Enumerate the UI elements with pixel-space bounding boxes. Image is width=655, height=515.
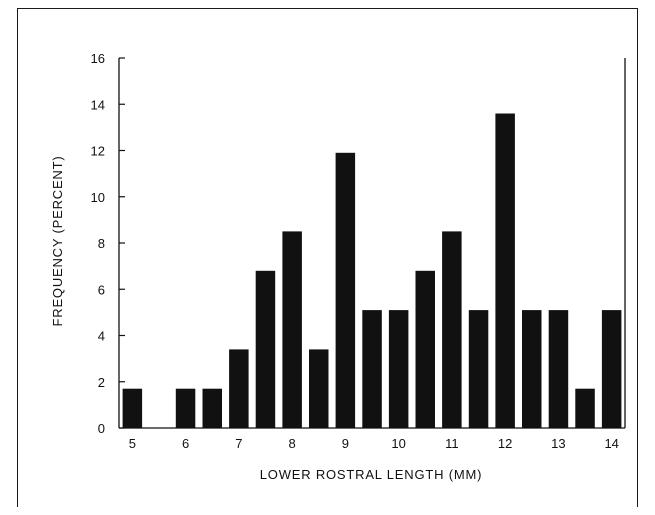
histogram-bar — [309, 349, 329, 428]
histogram-bar — [575, 388, 595, 428]
histogram-bar — [202, 388, 222, 428]
x-tick-label: 11 — [445, 436, 459, 451]
x-tick-label: 6 — [182, 436, 189, 451]
x-tick-label: 10 — [391, 436, 405, 451]
y-tick-label: 4 — [98, 329, 105, 344]
y-tick-label: 0 — [98, 421, 105, 436]
x-tick-label: 12 — [498, 436, 512, 451]
histogram-bar — [362, 310, 382, 428]
y-axis-label: FREQUENCY (PERCENT) — [50, 156, 65, 327]
histogram-bar — [468, 310, 489, 428]
x-tick-label: 14 — [604, 436, 618, 451]
histogram-bar — [229, 349, 249, 428]
y-tick-label: 10 — [91, 190, 105, 205]
y-tick-label: 12 — [91, 144, 105, 159]
y-tick-label: 6 — [98, 282, 105, 297]
histogram-bar — [335, 152, 356, 429]
y-tick-label: 8 — [98, 236, 105, 251]
ticks-group: 0 2 4 6 8 10 12 14 16 5 6 7 8 9 10 11 12 13 14 — [91, 51, 619, 451]
x-tick-label: 8 — [288, 436, 295, 451]
histogram-bar — [601, 310, 622, 428]
histogram-bar — [388, 310, 409, 428]
histogram-bar — [442, 231, 462, 428]
histogram-bar — [415, 270, 435, 429]
histogram-bar — [255, 270, 276, 429]
y-tick-label: 16 — [91, 51, 105, 66]
histogram-bar — [175, 388, 196, 428]
histogram-bar — [495, 113, 515, 428]
x-tick-label: 13 — [551, 436, 565, 451]
x-tick-label: 9 — [342, 436, 349, 451]
histogram-bar — [548, 310, 569, 428]
y-tick-label: 14 — [91, 97, 105, 112]
y-tick-label: 2 — [98, 375, 105, 390]
histogram-bar — [122, 388, 143, 428]
x-tick-label: 7 — [235, 436, 242, 451]
x-tick-label: 5 — [129, 436, 136, 451]
x-axis-label: LOWER ROSTRAL LENGTH (MM) — [260, 467, 482, 482]
figure-frame — [17, 8, 638, 507]
histogram-bar — [522, 310, 542, 428]
histogram-bar — [282, 231, 302, 428]
bars-group — [122, 113, 622, 429]
